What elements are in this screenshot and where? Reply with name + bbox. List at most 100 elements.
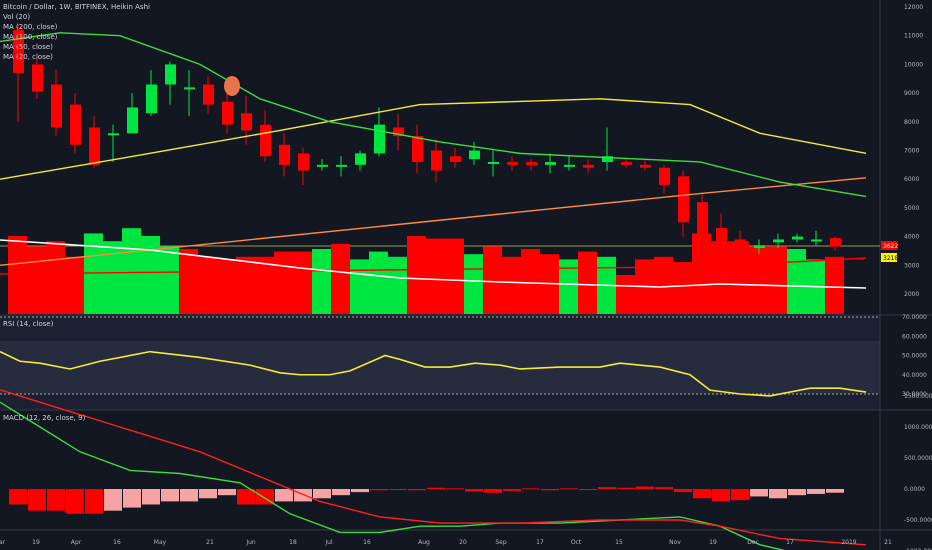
macd-histogram-bar — [104, 489, 122, 511]
vol-label[interactable]: Vol (20) — [3, 13, 31, 21]
macd-histogram-bar — [826, 489, 844, 493]
volume-bar — [825, 256, 844, 314]
macd-histogram-bar — [484, 489, 502, 493]
candle-body — [222, 101, 233, 125]
candle-body — [526, 161, 537, 165]
time-axis-label: 21 — [884, 539, 892, 546]
time-axis-label: Oct — [571, 539, 582, 546]
macd-histogram-bar — [408, 489, 426, 491]
candle-body — [146, 84, 157, 114]
time-axis-label: 20 — [459, 539, 467, 546]
volume-bar — [160, 246, 179, 314]
candle-body — [317, 164, 328, 167]
macd-histogram-bar — [712, 489, 730, 502]
time-axis-label: 15 — [615, 539, 623, 546]
signal-line — [0, 389, 867, 546]
rsi-legend[interactable]: RSI (14, close) — [3, 320, 54, 328]
candle-body — [13, 29, 24, 74]
volume-bar — [122, 228, 141, 314]
candle-body — [203, 84, 214, 105]
macd-histogram-bar — [693, 489, 711, 499]
ma20-label[interactable]: MA (20, close) — [3, 53, 53, 61]
symbol-title[interactable]: Bitcoin / Dollar, 1W, BITFINEX, Heikin A… — [3, 3, 150, 11]
volume-bar — [350, 259, 369, 314]
macd-histogram-bar — [541, 489, 559, 491]
candle-body — [165, 64, 176, 85]
candle-body — [241, 113, 252, 131]
volume-bar — [578, 251, 597, 314]
candle-body — [51, 84, 62, 128]
ma20-line — [0, 32, 867, 198]
candle-body — [697, 202, 708, 243]
time-axis-label: 19 — [709, 539, 717, 546]
volume-bar — [369, 251, 388, 314]
volume-bar — [217, 259, 236, 314]
candle-body — [336, 164, 347, 167]
time-axis-label: 19 — [32, 539, 40, 546]
drawing-marker[interactable] — [224, 76, 240, 96]
volume-bar — [103, 241, 122, 314]
macd-histogram-bar — [28, 489, 46, 511]
volume-bar — [388, 256, 407, 314]
time-axis-label: 18 — [289, 539, 297, 546]
macd-axis-label: -1000.0000 — [904, 548, 932, 550]
volume-bar — [692, 233, 711, 314]
volume-bar — [46, 241, 65, 314]
macd-histogram-bar — [807, 489, 825, 494]
macd-histogram-bar — [427, 487, 445, 489]
time-axis-label: 16 — [363, 539, 371, 546]
price-axis-label: 10000 — [904, 61, 923, 68]
volume-bar — [84, 233, 103, 314]
price-axis-label: 12000 — [904, 4, 923, 11]
ma200-line — [0, 257, 867, 275]
candle-body — [754, 245, 765, 249]
macd-histogram-bar — [66, 489, 84, 514]
macd-axis-label: -500.0000 — [904, 517, 932, 524]
macd-histogram-bar — [199, 489, 217, 499]
macd-histogram-bar — [218, 489, 236, 496]
volume-bar — [521, 249, 540, 314]
candle-body — [260, 124, 271, 157]
candle-body — [412, 136, 423, 162]
candle-body — [830, 238, 841, 247]
macd-histogram-bar — [294, 489, 312, 502]
volume-bar — [236, 256, 255, 314]
rsi-axis-label: 40.0000 — [902, 372, 927, 379]
ma-price-tag — [881, 253, 897, 262]
ma200-label[interactable]: MA (200, close) — [3, 23, 58, 31]
candle-body — [545, 161, 556, 165]
price-axis-label: 7000 — [904, 148, 919, 155]
candle-body — [564, 164, 575, 167]
candle-body — [279, 144, 290, 165]
ma-price-value: 3218 — [883, 255, 898, 262]
price-axis-label: 4000 — [904, 234, 919, 241]
time-axis-label: ar — [0, 539, 6, 546]
ma100-label[interactable]: MA (100, close) — [3, 33, 58, 41]
candle-body — [89, 127, 100, 165]
last-price-value: 3622 — [883, 243, 898, 250]
time-axis-label: 21 — [206, 539, 214, 546]
candle-body — [374, 124, 385, 154]
macd-histogram-bar — [237, 489, 255, 505]
price-axis-label: 11000 — [904, 33, 923, 40]
candle-body — [127, 107, 138, 134]
macd-histogram-bar — [674, 489, 692, 493]
volume-bar — [616, 275, 635, 314]
volume-bar — [445, 238, 464, 314]
time-axis-label: 17 — [536, 539, 544, 546]
macd-histogram-bar — [446, 488, 464, 490]
price-axis-label: 3000 — [904, 262, 919, 269]
main-legend: Bitcoin / Dollar, 1W, BITFINEX, Heikin A… — [3, 2, 150, 62]
macd-legend[interactable]: MACD (12, 26, close, 9) — [3, 414, 86, 422]
ma50-line — [0, 98, 867, 180]
macd-histogram-bar — [47, 489, 65, 511]
time-axis-label: Dec — [747, 539, 759, 546]
volume-bar — [749, 246, 768, 314]
candle-body — [488, 161, 499, 164]
candle-body — [716, 227, 727, 246]
macd-histogram-bar — [389, 489, 407, 490]
ma50-label[interactable]: MA (50, close) — [3, 43, 53, 51]
macd-histogram-bar — [617, 487, 635, 489]
candle-body — [70, 104, 81, 145]
